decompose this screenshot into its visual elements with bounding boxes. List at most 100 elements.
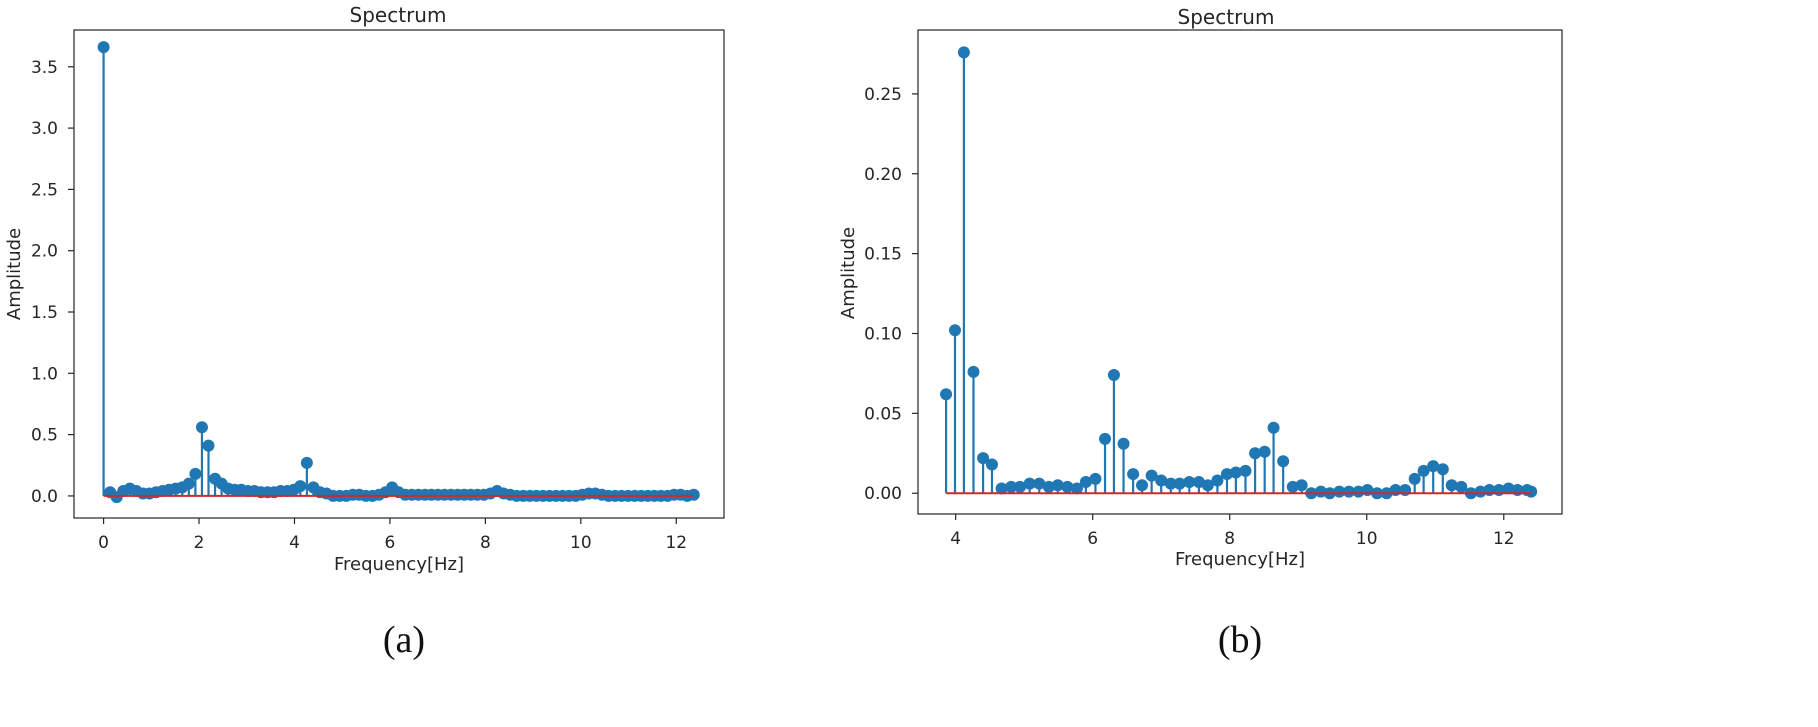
stem-marker bbox=[1277, 455, 1290, 468]
x-axis-label: Frequency[Hz] bbox=[334, 554, 464, 575]
stem-marker bbox=[300, 456, 313, 469]
stem-marker bbox=[1267, 421, 1280, 434]
stem-marker bbox=[985, 458, 998, 471]
stem-marker bbox=[1136, 479, 1149, 492]
x-tick-label: 12 bbox=[665, 533, 687, 553]
stem-marker bbox=[1005, 480, 1018, 493]
x-tick-label: 8 bbox=[1224, 529, 1235, 549]
stem-marker bbox=[1061, 480, 1074, 493]
y-axis-label: Amplitude bbox=[838, 227, 859, 319]
plot-frame bbox=[917, 29, 1563, 515]
stem-marker bbox=[1352, 485, 1365, 498]
stem-marker bbox=[940, 388, 953, 401]
y-tick-label: 0.25 bbox=[864, 85, 902, 105]
chart-title: Spectrum bbox=[350, 3, 447, 27]
stem-marker bbox=[1117, 437, 1130, 450]
stem-marker bbox=[1399, 484, 1412, 497]
y-tick-label: 1.0 bbox=[31, 364, 58, 384]
stem-marker bbox=[1042, 480, 1055, 493]
panel-caption: (b) bbox=[1218, 619, 1262, 661]
panel-b: Spectrum 4 6 8 10 12 0.00 0.05 0.10 0.15 0.20 0.2… bbox=[838, 5, 1563, 661]
stem-marker bbox=[967, 365, 980, 378]
stem-marker bbox=[1089, 472, 1102, 485]
stem-marker bbox=[1164, 477, 1177, 490]
stem-series bbox=[97, 41, 700, 504]
stem-marker bbox=[1211, 474, 1224, 487]
x-axis-label: Frequency[Hz] bbox=[1175, 549, 1305, 570]
stem-marker bbox=[1417, 464, 1430, 477]
stem-marker bbox=[1333, 485, 1346, 498]
y-axis: 0.0 0.5 1.0 1.5 2.0 2.5 3.0 3.5 bbox=[31, 58, 74, 507]
x-tick-label: 12 bbox=[1493, 529, 1515, 549]
y-axis-label: Amplitude bbox=[4, 228, 25, 320]
stem-marker bbox=[957, 46, 970, 59]
stem-marker bbox=[1183, 476, 1196, 489]
stem-marker bbox=[1314, 485, 1327, 498]
stem-marker bbox=[182, 477, 195, 490]
x-tick-label: 4 bbox=[950, 529, 961, 549]
x-tick-label: 2 bbox=[194, 533, 205, 553]
stem-marker bbox=[1474, 485, 1487, 498]
y-tick-label: 0.0 bbox=[31, 487, 58, 507]
stem-marker bbox=[977, 452, 990, 465]
stem-marker bbox=[1502, 482, 1515, 495]
stem-marker bbox=[1107, 369, 1120, 382]
x-axis: 0 2 4 6 8 10 12 bbox=[98, 518, 687, 553]
stem-marker bbox=[1070, 482, 1083, 495]
chart-title: Spectrum bbox=[1178, 5, 1275, 29]
stem-marker bbox=[1436, 463, 1449, 476]
stem-marker bbox=[1079, 476, 1092, 489]
stem-marker bbox=[1127, 468, 1140, 481]
y-tick-label: 0.00 bbox=[864, 484, 902, 504]
stem-marker bbox=[1229, 466, 1242, 479]
y-tick-label: 3.5 bbox=[31, 58, 58, 78]
stem-marker bbox=[1220, 468, 1233, 481]
y-tick-label: 0.10 bbox=[864, 324, 902, 344]
stem-marker bbox=[1286, 480, 1299, 493]
x-axis: 4 6 8 10 12 bbox=[950, 514, 1515, 549]
panel-a: Spectrum 0 2 4 6 8 10 12 0.0 0.5 1.0 1.5 2.0 2.5 3.0… bbox=[4, 3, 725, 661]
x-tick-label: 8 bbox=[480, 533, 491, 553]
x-tick-label: 4 bbox=[289, 533, 300, 553]
stem-marker bbox=[97, 41, 110, 54]
stem-marker bbox=[1051, 479, 1064, 492]
stem-marker bbox=[948, 324, 961, 337]
plot-frame bbox=[73, 29, 725, 519]
stem-marker bbox=[995, 482, 1008, 495]
stem-marker bbox=[1342, 485, 1355, 498]
stem-marker bbox=[294, 480, 307, 493]
y-tick-label: 0.05 bbox=[864, 404, 902, 424]
panel-caption: (a) bbox=[383, 619, 425, 661]
y-tick-label: 1.5 bbox=[31, 303, 58, 323]
x-tick-label: 10 bbox=[1356, 529, 1378, 549]
stem-marker bbox=[1525, 485, 1538, 498]
x-tick-label: 10 bbox=[570, 533, 592, 553]
stem-marker bbox=[1295, 479, 1308, 492]
stem-marker bbox=[1455, 480, 1468, 493]
stem-marker bbox=[1014, 480, 1027, 493]
stem-marker bbox=[1427, 460, 1440, 473]
stem-marker bbox=[1408, 472, 1421, 485]
x-tick-label: 0 bbox=[98, 533, 109, 553]
stem-marker bbox=[1145, 469, 1158, 482]
stem-marker bbox=[202, 439, 215, 452]
stem-marker bbox=[1099, 432, 1112, 445]
x-tick-label: 6 bbox=[385, 533, 396, 553]
stem-marker bbox=[1249, 447, 1262, 460]
y-tick-label: 2.0 bbox=[31, 242, 58, 262]
stem-marker bbox=[1201, 479, 1214, 492]
stem-marker bbox=[1023, 477, 1036, 490]
stem-marker bbox=[1239, 464, 1252, 477]
y-tick-label: 0.20 bbox=[864, 165, 902, 185]
y-axis: 0.00 0.05 0.10 0.15 0.20 0.25 bbox=[864, 85, 918, 504]
stem-marker bbox=[1258, 445, 1271, 458]
stem-marker bbox=[1445, 479, 1458, 492]
stem-series bbox=[940, 46, 1538, 500]
stem-marker bbox=[195, 421, 208, 434]
stem-marker bbox=[1033, 477, 1046, 490]
stem-marker bbox=[1155, 474, 1168, 487]
y-tick-label: 3.0 bbox=[31, 119, 58, 139]
x-tick-label: 6 bbox=[1087, 529, 1098, 549]
stem-marker bbox=[1173, 477, 1186, 490]
